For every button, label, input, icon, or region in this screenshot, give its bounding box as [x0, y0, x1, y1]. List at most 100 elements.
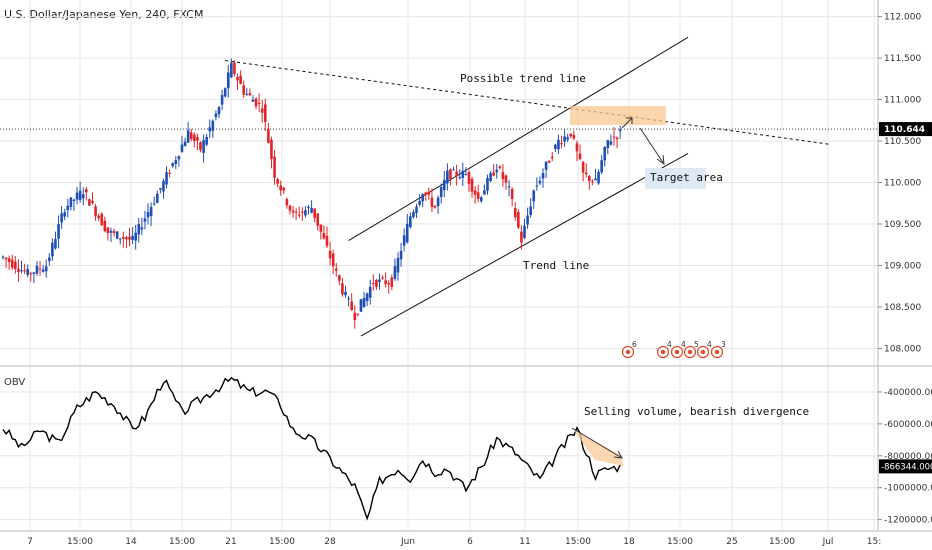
candle-body: [575, 143, 579, 152]
candle-up: [205, 133, 208, 147]
candle-up: [538, 176, 542, 186]
candle-down: [584, 163, 588, 178]
obv-note-label: Selling volume, bearish divergence: [584, 405, 809, 418]
candle-up: [177, 155, 181, 167]
candle-body: [396, 257, 400, 273]
candle-up: [594, 168, 597, 181]
candle-up: [458, 169, 462, 180]
candle-down: [322, 225, 326, 240]
candle-up: [365, 292, 369, 307]
candle-down: [260, 100, 264, 123]
candle-down: [196, 133, 199, 151]
candle-up: [566, 133, 570, 143]
time-tick-label: 21: [225, 537, 236, 547]
event-dot-icon: [714, 349, 720, 355]
candle-up: [421, 193, 424, 208]
candle-up: [115, 230, 119, 240]
candle-body: [155, 193, 159, 203]
candle-up: [69, 197, 73, 211]
candle-up: [137, 217, 141, 243]
candle-body: [211, 120, 215, 131]
event-count: 4: [707, 340, 712, 349]
candle-down: [560, 135, 563, 149]
candle-body: [51, 242, 54, 257]
obv-divergence-zone: [572, 428, 624, 466]
candle-body: [439, 187, 443, 197]
candle-body: [304, 210, 307, 216]
candle-body: [267, 129, 270, 143]
candle-up: [60, 206, 63, 229]
candle-up: [307, 204, 310, 215]
candle-up: [600, 155, 603, 175]
candle-body: [112, 231, 116, 233]
candle-down: [85, 186, 88, 201]
candle-body: [63, 212, 67, 217]
candle-body: [387, 283, 391, 285]
candle-up: [452, 166, 455, 171]
candle-down: [375, 278, 378, 291]
candle-body: [507, 186, 511, 188]
candle-body: [273, 156, 276, 178]
candle-body: [81, 194, 85, 199]
candle-up: [211, 119, 215, 138]
candle-up: [415, 203, 418, 218]
candle-down: [285, 197, 289, 209]
candle-body: [341, 283, 344, 295]
candle-down: [10, 254, 14, 270]
candle-body: [57, 224, 60, 239]
candle-down: [23, 263, 26, 274]
candle-body: [17, 268, 20, 273]
candle-body: [415, 206, 418, 213]
candle-down: [122, 231, 125, 248]
target-area-label: Target area: [650, 171, 723, 184]
target-arrow-head: [656, 154, 665, 166]
candle-down: [334, 263, 338, 277]
candle-up: [180, 135, 184, 153]
candle-up: [41, 265, 45, 273]
candle-up: [131, 227, 134, 245]
candle-down: [433, 205, 437, 209]
candle-body: [452, 169, 455, 171]
candle-body: [375, 280, 378, 287]
obv-tick-label: -800000.0000: [884, 452, 932, 462]
candle-body: [146, 212, 150, 218]
current-price-box: [879, 122, 932, 137]
candle-body: [338, 275, 341, 281]
candle-body: [483, 190, 486, 195]
candle-body: [523, 225, 526, 238]
candle-body: [7, 258, 11, 263]
candle-up: [442, 170, 446, 198]
candle-down: [106, 227, 110, 241]
time-tick-label: 25: [726, 537, 737, 547]
candle-body: [310, 207, 313, 213]
candle-down: [517, 209, 520, 229]
candle-body: [393, 266, 397, 279]
candle-body: [464, 173, 468, 175]
candle-body: [66, 205, 70, 211]
candle-down: [257, 93, 261, 113]
candle-down: [449, 168, 452, 186]
candle-body: [72, 199, 76, 202]
candle-body: [544, 161, 548, 170]
candle-down: [254, 97, 258, 110]
candle-down: [325, 226, 329, 249]
candle-body: [405, 223, 409, 243]
candle-body: [433, 205, 437, 208]
target-area-box: [645, 168, 706, 189]
candle-body: [165, 172, 168, 185]
candle-down: [520, 225, 523, 250]
time-tick-label: 15:00: [769, 537, 795, 547]
candle-body: [322, 232, 326, 239]
candle-up: [109, 227, 113, 243]
candle-down: [510, 187, 514, 207]
candle-body: [442, 179, 446, 191]
candle-body: [550, 156, 554, 159]
price-tick-label: 110.500: [884, 137, 921, 147]
trend-lines: [225, 36, 831, 337]
candle-body: [294, 211, 298, 213]
candle-body: [510, 189, 514, 199]
candle-up: [63, 208, 67, 221]
candle-up: [347, 295, 350, 307]
